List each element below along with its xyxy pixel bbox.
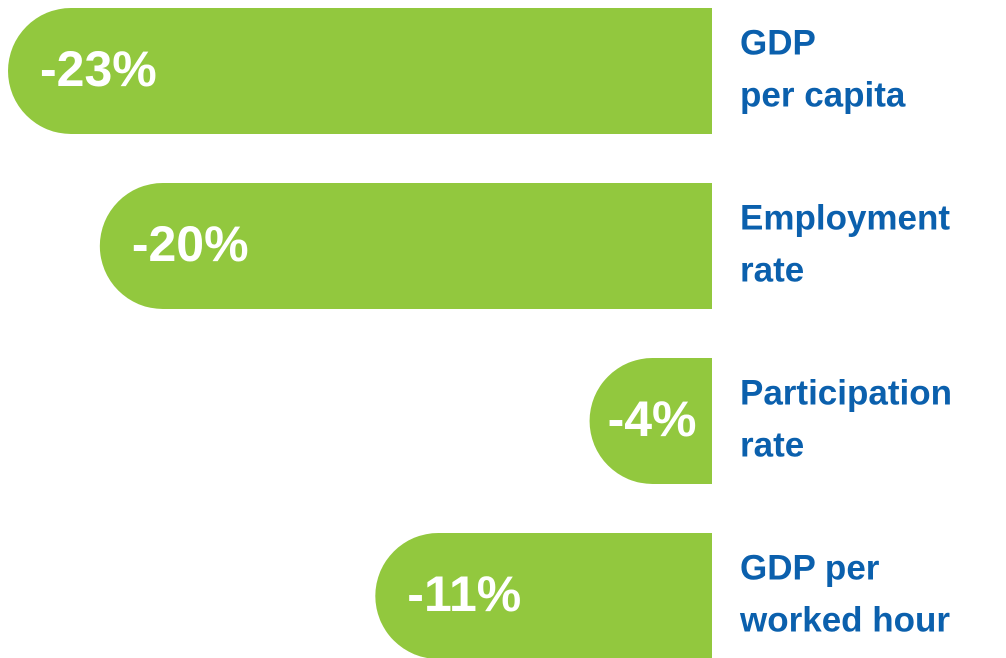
bar xyxy=(589,358,712,484)
value-label: -4% xyxy=(608,391,697,447)
category-label: Employment xyxy=(740,198,950,237)
value-label: -23% xyxy=(40,41,157,97)
bar xyxy=(99,183,712,309)
bar xyxy=(375,533,712,658)
category-label: Participation xyxy=(740,373,952,412)
bar xyxy=(8,8,712,134)
category-label: rate xyxy=(740,250,804,289)
category-label: GDP xyxy=(740,23,816,62)
category-label: worked hour xyxy=(739,600,950,639)
category-label: GDP per xyxy=(740,548,880,587)
value-label: -11% xyxy=(407,566,521,622)
value-label: -20% xyxy=(132,216,249,272)
category-label: per capita xyxy=(740,75,906,114)
category-label: rate xyxy=(740,425,804,464)
